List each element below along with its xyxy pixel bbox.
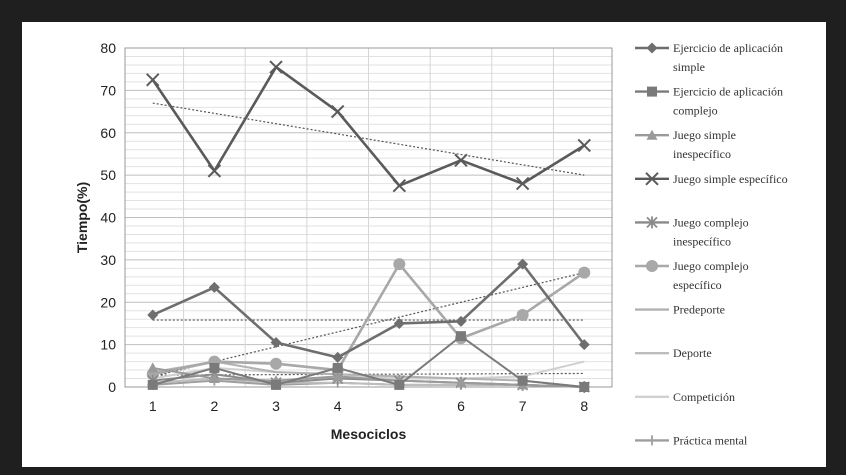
x-axis-title: Mesociclos (331, 426, 407, 442)
x-tick-label: 7 (519, 398, 527, 414)
data-point (646, 260, 658, 272)
data-point (454, 153, 468, 168)
data-point (147, 362, 159, 373)
data-point (208, 281, 220, 293)
legend-label: Juego simple específico (673, 172, 788, 186)
series-line (151, 65, 585, 188)
legend-item: Juego complejo específico (635, 259, 749, 292)
x-tick-label: 2 (210, 398, 218, 414)
data-point (269, 60, 283, 74)
data-point (147, 309, 159, 321)
legend-item: Juego simple específico (635, 172, 788, 186)
y-tick-label: 80 (100, 40, 116, 56)
series-line (152, 335, 585, 388)
data-point (146, 73, 160, 87)
data-point (646, 216, 658, 229)
data-point (392, 179, 407, 193)
data-point (208, 373, 220, 384)
legend-label: Competición (673, 390, 735, 404)
trendlines (152, 102, 585, 377)
x-tick-label: 8 (580, 398, 588, 414)
x-tick-label: 4 (334, 398, 342, 414)
data-point (270, 357, 283, 370)
legend-item: Predeporte (635, 303, 725, 317)
chart-panel: 0 10 20 30 40 50 60 70 80 1 2 3 4 5 6 7 8 Mesociclos Tiemp… (22, 22, 826, 467)
plot-area (124, 47, 613, 388)
y-tick-label: 10 (100, 337, 116, 353)
data-point (578, 266, 591, 279)
data-point (517, 375, 528, 386)
data-point (646, 129, 658, 140)
y-tick-label: 0 (108, 379, 116, 395)
y-axis-title: Tiempo(%) (74, 182, 90, 253)
y-axis: 0 10 20 30 40 50 60 70 80 (100, 40, 116, 395)
data-point (577, 138, 591, 153)
x-tick-label: 6 (457, 398, 465, 414)
data-point (516, 308, 529, 321)
data-point (455, 315, 467, 327)
y-tick-label: 60 (100, 125, 116, 141)
legend-label: Juego simple inespecífico (673, 128, 736, 161)
x-axis: 1 2 3 4 5 6 7 8 (149, 398, 589, 414)
trendline (152, 102, 585, 176)
legend-item: Ejercicio de aplicación complejo (635, 85, 783, 118)
series-4 (146, 60, 591, 193)
legend-item: Deporte (635, 346, 712, 360)
data-point (332, 370, 344, 381)
data-point (270, 337, 282, 349)
y-tick-label: 40 (100, 210, 116, 226)
line-chart: 0 10 20 30 40 50 60 70 80 1 2 3 4 5 6 7 8 Mesociclos Tiemp… (74, 40, 788, 447)
legend-item: Ejercicio de aplicación simple (635, 41, 783, 74)
series-7 (152, 360, 585, 388)
legend-label: Deporte (673, 346, 712, 360)
legend-item: Competición (635, 390, 735, 404)
data-point (646, 42, 658, 54)
data-point (393, 317, 405, 329)
data-point (455, 377, 467, 388)
data-point (271, 379, 282, 390)
legend-label: Práctica mental (673, 433, 748, 447)
legend-item: Juego simple inespecífico (635, 128, 736, 161)
series-2 (147, 331, 590, 392)
legend-item: Juego complejo inespecífico (635, 215, 749, 248)
series-line (152, 360, 585, 388)
y-tick-label: 20 (100, 294, 116, 310)
data-point (645, 172, 659, 186)
data-point (578, 339, 590, 351)
data-point (517, 258, 529, 270)
data-point (393, 258, 406, 271)
legend-label: Juego complejo inespecífico (673, 215, 749, 248)
data-point (330, 104, 345, 119)
series-line (152, 262, 585, 376)
data-point (147, 379, 158, 390)
data-point (647, 86, 657, 97)
y-tick-label: 30 (100, 252, 116, 268)
data-point (394, 379, 405, 390)
data-point (647, 435, 657, 446)
data-point (579, 382, 590, 392)
legend: Ejercicio de aplicación simple Ejercicio d… (635, 41, 788, 447)
legend-label: Predeporte (673, 303, 725, 317)
data-point (515, 176, 530, 191)
legend-label: Ejercicio de aplicación simple (673, 41, 783, 74)
x-tick-label: 1 (149, 398, 157, 414)
data-point (209, 362, 220, 373)
data-point (332, 362, 343, 373)
legend-label: Juego complejo específico (673, 259, 749, 292)
y-tick-label: 70 (100, 82, 116, 98)
legend-item: Práctica mental (635, 433, 748, 447)
series-1 (147, 258, 590, 363)
data-point (332, 351, 344, 363)
legend-label: Ejercicio de aplicación complejo (673, 85, 783, 118)
y-tick-label: 50 (100, 167, 116, 183)
trendline (152, 272, 585, 377)
x-tick-label: 5 (395, 398, 403, 414)
series-line (152, 262, 586, 359)
data-point (455, 331, 466, 342)
data-point (207, 164, 222, 178)
x-tick-label: 3 (272, 398, 280, 414)
grid (124, 47, 613, 388)
series-line (152, 366, 585, 388)
